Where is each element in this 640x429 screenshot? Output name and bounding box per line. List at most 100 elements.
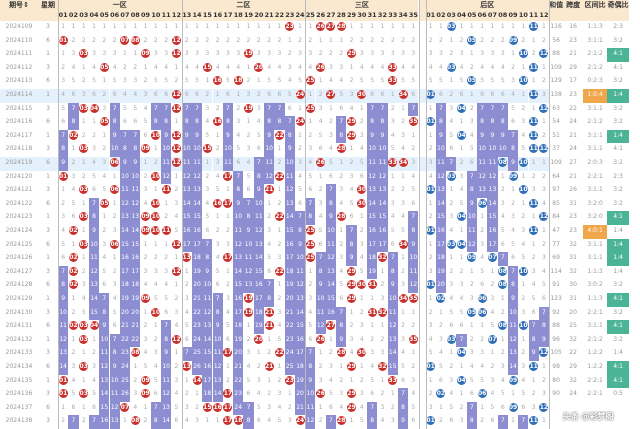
red-ball: 12: [171, 157, 182, 171]
issue-header[interactable]: 期号⇕: [0, 0, 38, 21]
miss-count: 3: [439, 335, 443, 343]
miss-count: 3: [359, 322, 364, 330]
miss-count: 5: [359, 267, 364, 275]
miss-count: 3: [184, 403, 189, 411]
miss-count: 4: [339, 267, 344, 275]
blue-ball: 10: [518, 76, 528, 86]
miss-count: 2: [459, 267, 464, 275]
miss-count: 1: [521, 335, 526, 343]
zone-gap: [419, 103, 426, 117]
weekday-cell: 1: [46, 131, 50, 139]
miss-count: 1: [428, 199, 433, 207]
miss-count: 1: [174, 118, 179, 126]
front-number-header: 22: [274, 10, 285, 21]
miss-count: 6: [318, 240, 323, 248]
zone-separator: [181, 0, 183, 429]
miss-count: 2: [112, 213, 117, 221]
miss-count: 3: [174, 199, 179, 207]
miss-count: 6: [191, 89, 203, 103]
miss-count: 17: [294, 347, 306, 361]
red-ball: 12: [171, 35, 181, 45]
miss-count: 1: [61, 403, 66, 411]
miss-count: 2: [542, 240, 546, 248]
red-ball: 07: [120, 35, 130, 45]
miss-count: 4: [542, 199, 546, 207]
miss-count: 7: [264, 102, 275, 117]
miss-count: 4: [308, 63, 313, 71]
miss-count: 6: [287, 104, 292, 112]
miss-count: 11: [212, 347, 223, 361]
miss-count: 5: [184, 322, 189, 330]
miss-count: 2: [226, 281, 230, 289]
blue-ball: 05: [467, 76, 477, 86]
miss-count: 1: [205, 417, 210, 425]
miss-count: 2: [480, 417, 485, 425]
miss-count: 4: [102, 254, 107, 262]
sort-arrows-icon[interactable]: ⇕: [23, 1, 29, 9]
zone-separator: [305, 0, 307, 429]
blue-ball: 07: [487, 253, 497, 263]
front-number-header: 19: [243, 10, 254, 21]
miss-count: 9: [253, 184, 264, 198]
miss-count: 1: [215, 213, 220, 221]
issue-cell: 2024123: [5, 213, 33, 221]
miss-count: 1: [102, 131, 107, 139]
span-cell: 21: [569, 172, 577, 180]
sum-cell: 129: [550, 77, 562, 85]
miss-count: 6: [318, 145, 323, 153]
odd_even-cell: 3:2: [613, 104, 623, 112]
miss-count: 4: [449, 227, 454, 234]
miss-count: 16: [377, 225, 388, 239]
miss-count: 12: [161, 388, 172, 402]
miss-count: 1: [428, 240, 433, 248]
miss-count: 5: [490, 403, 495, 411]
zone-cell: 3:1:1: [587, 240, 603, 248]
miss-count: 7: [68, 102, 79, 117]
miss-count: 2: [202, 89, 213, 103]
miss-count: 13: [243, 279, 254, 293]
miss-count: 8: [222, 116, 234, 130]
miss-count: 4: [112, 295, 117, 302]
zone-cell: 2:1:2: [587, 335, 603, 343]
zone-gap: [419, 402, 426, 416]
miss-count: 10: [161, 361, 172, 375]
miss-count: 9: [119, 157, 131, 171]
sum-cell: 109: [550, 159, 562, 166]
miss-count: 2: [359, 118, 364, 126]
miss-count: 10: [487, 143, 498, 157]
miss-count: 6: [439, 376, 443, 384]
miss-count: 5: [267, 77, 272, 85]
miss-count: 6: [339, 104, 344, 112]
miss-count: 6: [497, 89, 508, 103]
miss-count: 2: [428, 213, 433, 221]
zone-cell: 1:1:3: [587, 295, 603, 302]
miss-count: 1: [480, 213, 485, 221]
sum-cell: 88: [552, 322, 560, 330]
zone-gap: [419, 293, 426, 307]
miss-count: 4: [459, 295, 464, 302]
miss-count: 1: [531, 240, 536, 248]
miss-count: 2: [81, 36, 86, 44]
red-ball: 18: [233, 416, 243, 426]
red-ball: 29: [347, 402, 357, 412]
miss-count: 9: [408, 238, 419, 253]
miss-count: 4: [359, 254, 364, 262]
miss-count: 6: [500, 403, 505, 411]
miss-count: 14: [161, 415, 172, 429]
miss-count: 1: [153, 145, 158, 153]
red-ball: 19: [244, 103, 254, 113]
miss-count: 8: [161, 116, 172, 130]
red-ball: 22: [274, 171, 284, 181]
zone-cell: 1:2:2: [587, 349, 603, 357]
miss-count: 2: [542, 36, 546, 44]
front-number-header: 25: [305, 10, 316, 21]
miss-count: 4: [184, 63, 189, 71]
miss-count: 3: [390, 50, 395, 58]
miss-count: 4: [102, 172, 107, 180]
miss-count: 6: [71, 213, 76, 221]
red-ball: 22: [274, 130, 284, 140]
zone-gap: [419, 320, 426, 334]
miss-count: 5: [359, 77, 364, 85]
miss-count: 4: [277, 403, 282, 411]
